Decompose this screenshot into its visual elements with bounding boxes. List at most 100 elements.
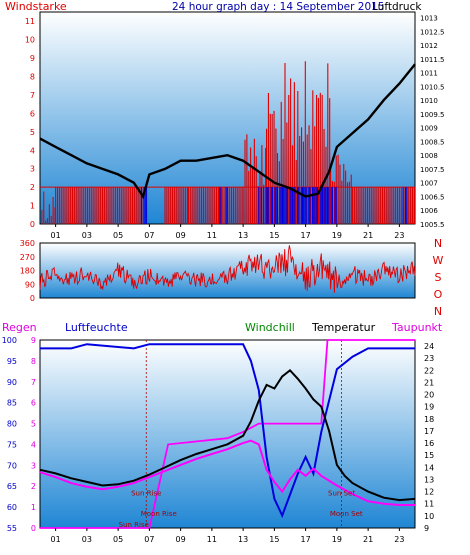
tick-label-pressure: 1011 — [420, 70, 438, 78]
tick-label-pressure: 1008.5 — [420, 138, 445, 146]
tick-label-direction: 90 — [25, 280, 35, 289]
header-luftdruck: Luftdruck — [372, 1, 422, 13]
tick-label-pressure: 1009.5 — [420, 111, 445, 119]
x-tick-label: 15 — [269, 231, 279, 240]
tick-label-regen: 8 — [31, 357, 36, 366]
tick-label-pressure: 1009 — [420, 125, 438, 133]
tick-label-humidity: 75 — [7, 440, 17, 449]
tick-label-humidity: 95 — [7, 357, 17, 366]
tick-label-regen: 5 — [31, 420, 36, 429]
pressure-line — [39, 63, 416, 200]
tick-label-pressure: 1013 — [420, 15, 438, 23]
x-tick-label: 09 — [176, 231, 186, 240]
tick-label-regen: 7 — [31, 378, 36, 387]
tick-label-temperature: 15 — [424, 451, 434, 460]
humidity-line — [40, 343, 415, 519]
tick-label-regen: 0 — [31, 524, 36, 533]
tick-label-temperature: 16 — [424, 439, 434, 448]
compass-label: N — [434, 237, 442, 250]
tick-label-temperature: 20 — [424, 391, 434, 400]
tick-label-wind: 4 — [30, 146, 35, 155]
tick-label-pressure: 1010.5 — [420, 83, 445, 91]
x-tick-label: 03 — [82, 231, 92, 240]
tick-label-direction: 180 — [20, 267, 35, 276]
x-tick-label: 01 — [51, 535, 61, 544]
x-tick-label: 23 — [394, 535, 404, 544]
tick-label-humidity: 85 — [7, 399, 17, 408]
x-tick-label: 05 — [113, 231, 123, 240]
tick-label-humidity: 90 — [7, 378, 17, 387]
tick-label-wind: 7 — [30, 91, 35, 100]
tick-label-regen: 2 — [31, 482, 36, 491]
tick-label-pressure: 1006.5 — [420, 193, 445, 201]
tick-label-pressure: 1010 — [420, 97, 438, 105]
x-tick-label: 19 — [332, 231, 342, 240]
event-annotation: Sun Set — [328, 489, 355, 497]
tick-label-wind: 11 — [25, 17, 35, 26]
tick-label-humidity: 60 — [7, 503, 17, 512]
x-tick-label: 15 — [269, 535, 279, 544]
label-taupunkt: Taupunkt — [391, 321, 443, 334]
tick-label-temperature: 11 — [424, 500, 434, 509]
event-annotation: Sun Rise — [119, 521, 149, 529]
event-annotation: Sun Rise — [131, 489, 161, 497]
x-tick-label: 13 — [238, 535, 248, 544]
tick-label-regen: 1 — [31, 503, 36, 512]
tick-label-wind: 5 — [30, 128, 35, 137]
label-luftfeuchte: Luftfeuchte — [65, 321, 128, 334]
panel-wind-direction — [39, 242, 416, 299]
event-annotation: Moon Set — [330, 510, 363, 518]
tick-label-wind: 6 — [30, 109, 35, 118]
x-tick-label: 07 — [144, 535, 154, 544]
tick-label-regen: 9 — [31, 336, 36, 345]
x-tick-label: 13 — [238, 231, 248, 240]
x-tick-label: 11 — [207, 231, 217, 240]
label-windchill: Windchill — [245, 321, 295, 334]
tick-label-pressure: 1008 — [420, 152, 438, 160]
page-title: 24 hour graph day : 14 September 2015 — [172, 1, 384, 13]
tick-label-pressure: 1012.5 — [420, 28, 445, 36]
tick-label-pressure: 1005.5 — [420, 221, 445, 229]
compass-label: O — [434, 288, 443, 301]
tick-label-regen: 3 — [31, 461, 36, 470]
x-tick-label: 01 — [51, 231, 61, 240]
x-tick-label: 17 — [301, 231, 311, 240]
tick-label-temperature: 22 — [424, 366, 434, 375]
tick-label-pressure: 1006 — [420, 207, 438, 215]
x-tick-label: 17 — [301, 535, 311, 544]
compass-label: W — [433, 254, 444, 267]
tick-label-temperature: 23 — [424, 354, 434, 363]
header-windstarke: Windstarke — [5, 0, 67, 13]
rain-line — [40, 339, 415, 529]
temperature-line — [39, 368, 416, 502]
x-tick-label: 09 — [176, 535, 186, 544]
tick-label-temperature: 12 — [424, 488, 434, 497]
label-temperatur: Temperatur — [311, 321, 376, 334]
compass-label: N — [434, 305, 442, 318]
tick-label-wind: 9 — [30, 54, 35, 63]
tick-label-direction: 0 — [30, 294, 35, 303]
tick-label-humidity: 70 — [7, 461, 17, 470]
tick-label-pressure: 1011.5 — [420, 56, 445, 64]
tick-label-temperature: 9 — [424, 524, 429, 533]
tick-label-wind: 1 — [30, 202, 35, 211]
label-regen: Regen — [2, 321, 37, 334]
x-tick-label: 07 — [144, 231, 154, 240]
tick-label-humidity: 65 — [7, 482, 17, 491]
tick-label-pressure: 1007 — [420, 180, 438, 188]
tick-label-temperature: 24 — [424, 342, 434, 351]
tick-label-temperature: 17 — [424, 427, 434, 436]
x-tick-label: 21 — [363, 231, 373, 240]
tick-label-temperature: 21 — [424, 378, 434, 387]
event-annotation: Moon Rise — [141, 510, 177, 518]
x-tick-label: 21 — [363, 535, 373, 544]
tick-label-humidity: 100 — [2, 336, 17, 345]
tick-label-direction: 360 — [20, 239, 35, 248]
tick-label-direction: 270 — [20, 253, 35, 262]
tick-label-temperature: 18 — [424, 415, 434, 424]
x-tick-label: 11 — [207, 535, 217, 544]
tick-label-temperature: 10 — [424, 512, 434, 521]
tick-label-wind: 2 — [30, 183, 35, 192]
tick-label-wind: 10 — [25, 36, 35, 45]
